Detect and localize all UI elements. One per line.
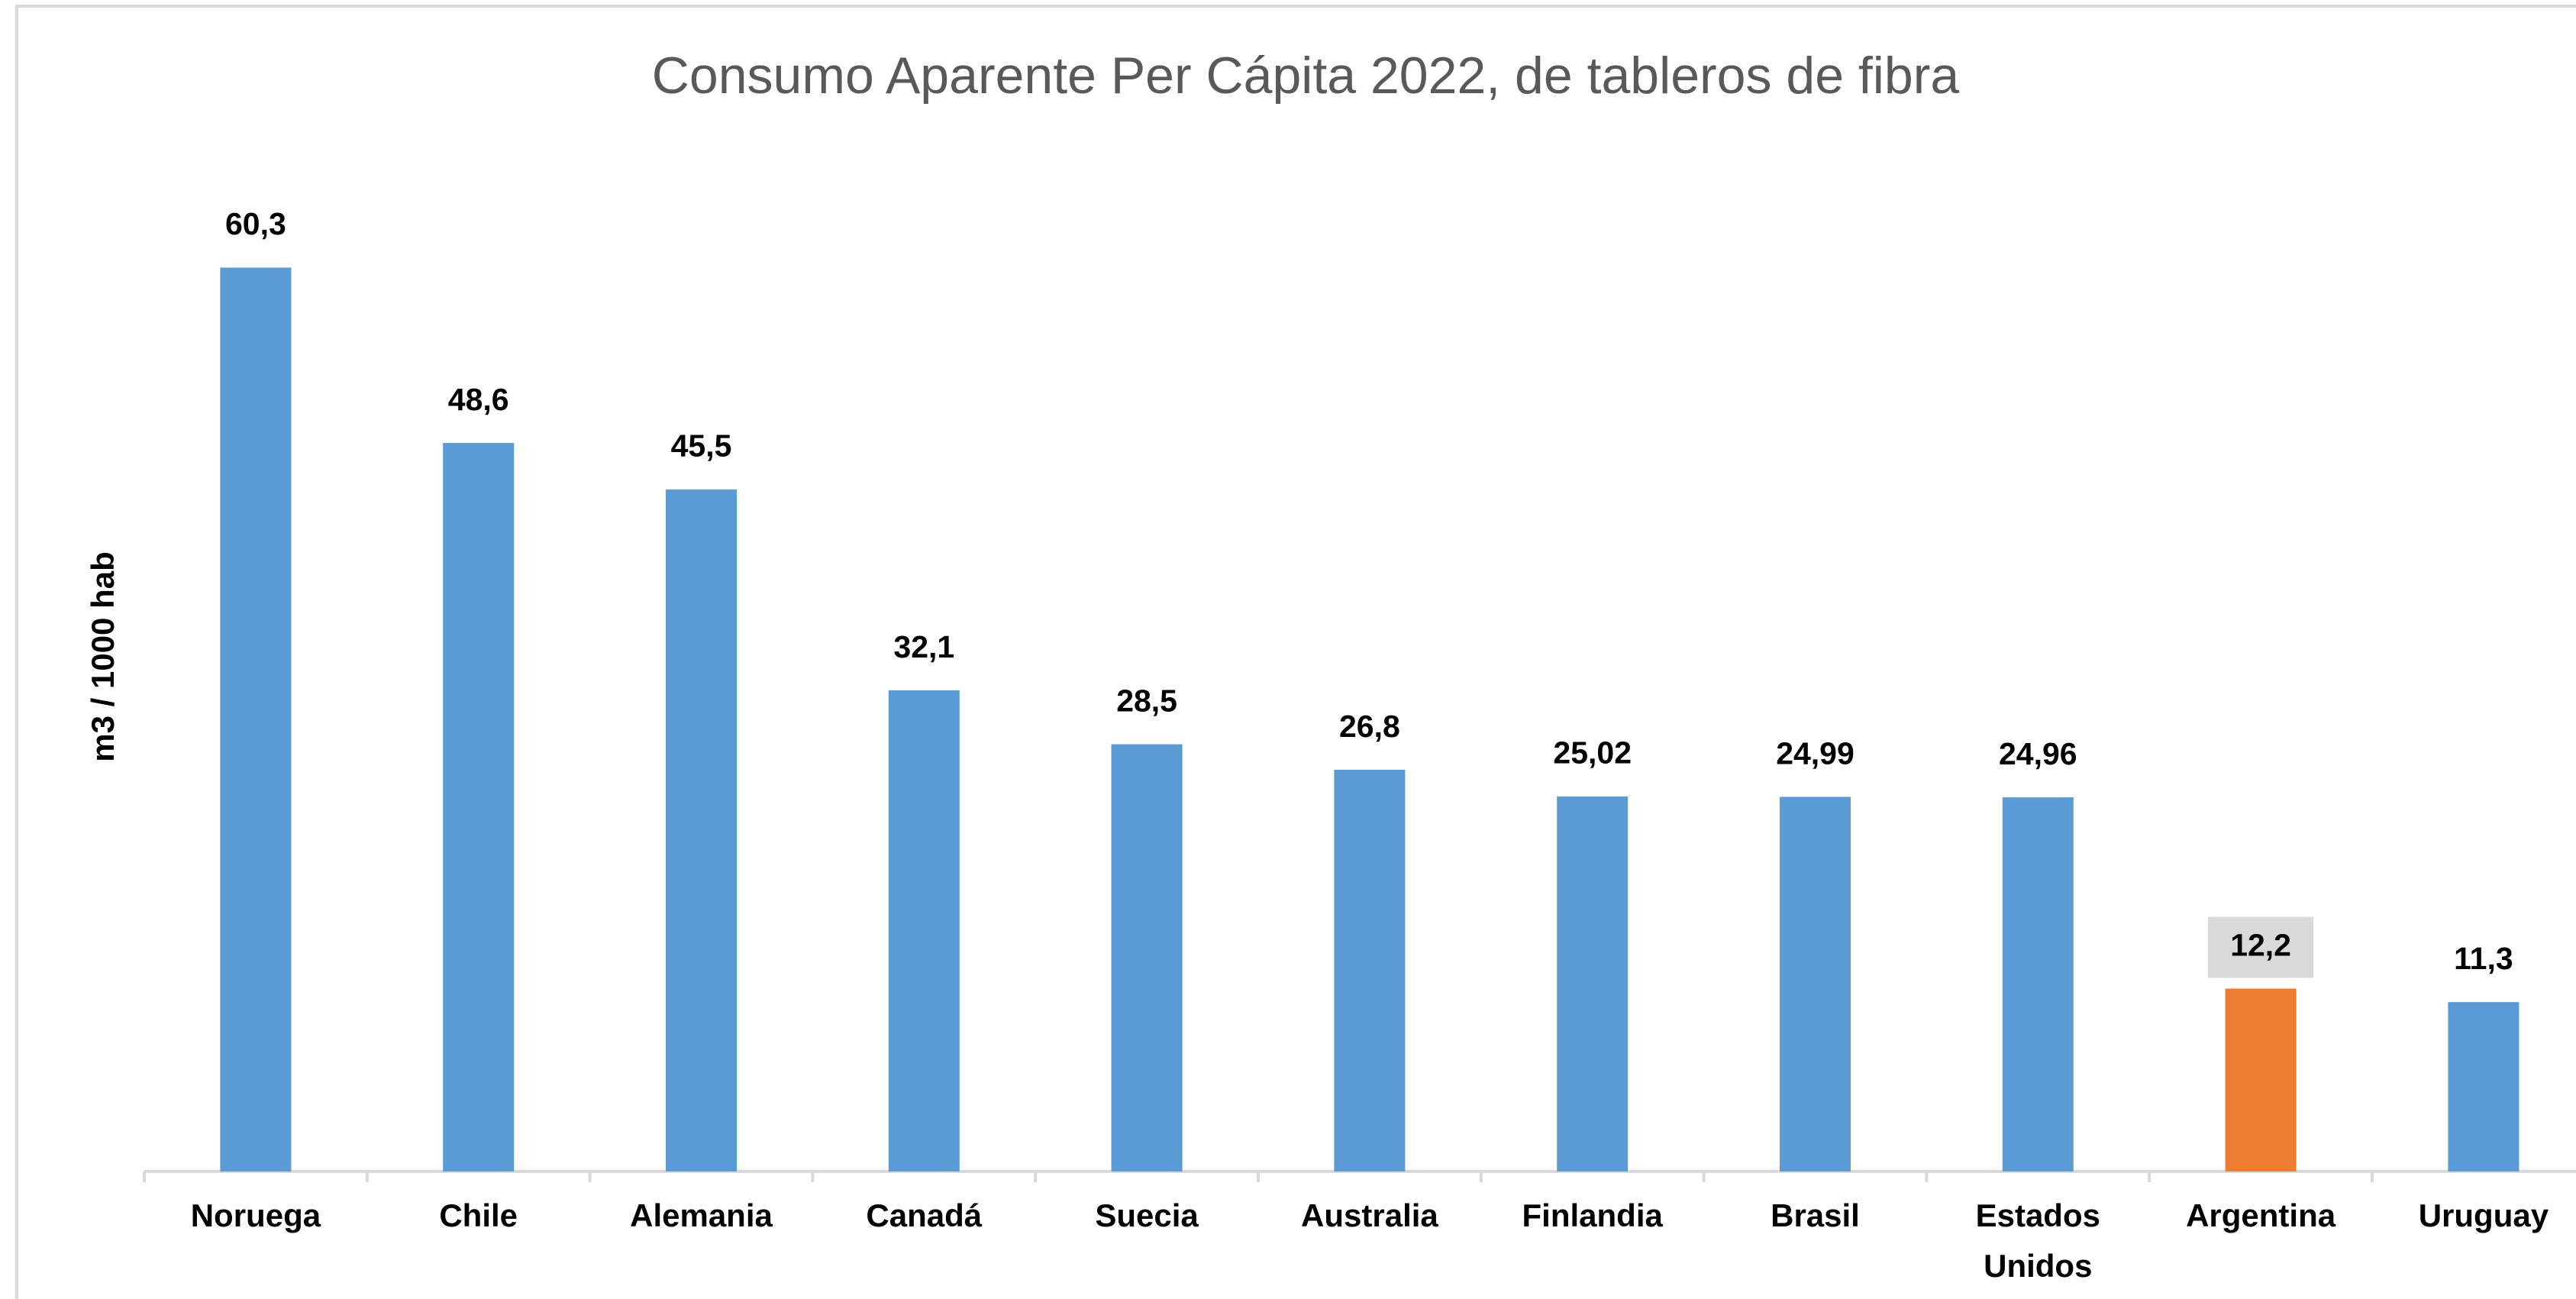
bar bbox=[888, 690, 960, 1171]
bar bbox=[1334, 769, 1406, 1171]
value-label: 26,8 bbox=[1339, 709, 1400, 744]
value-label: 28,5 bbox=[1116, 683, 1177, 718]
chart-title: Consumo Aparente Per Cápita 2022, de tab… bbox=[652, 47, 1960, 105]
chart-frame bbox=[15, 5, 2576, 1299]
x-tick-label: Estados Unidos bbox=[1975, 1197, 2100, 1284]
value-label: 24,99 bbox=[1776, 735, 1855, 771]
value-label: 11,3 bbox=[2454, 941, 2513, 976]
bar bbox=[1557, 796, 1629, 1171]
x-tick-label: Argentina bbox=[2186, 1197, 2336, 1233]
x-tick-label: Brasil bbox=[1771, 1197, 1860, 1233]
value-label: 25,02 bbox=[1553, 735, 1632, 771]
x-tick-label: Chile bbox=[439, 1197, 518, 1233]
bar bbox=[2225, 988, 2297, 1171]
bar bbox=[1111, 744, 1183, 1171]
x-tick-label: Finlandia bbox=[1522, 1197, 1663, 1233]
bar bbox=[666, 489, 737, 1171]
bar bbox=[443, 443, 515, 1171]
value-label: 32,1 bbox=[893, 629, 954, 664]
value-label: 45,5 bbox=[671, 428, 732, 464]
x-tick-label: Uruguay bbox=[2418, 1197, 2549, 1233]
value-label: 24,96 bbox=[1999, 736, 2077, 771]
x-tick-label: Alemania bbox=[630, 1197, 773, 1233]
value-label-box bbox=[2208, 916, 2314, 978]
x-tick-label: Noruega bbox=[190, 1197, 321, 1233]
bar bbox=[1780, 797, 1851, 1171]
x-tick-label: Suecia bbox=[1095, 1197, 1199, 1233]
value-label: 60,3 bbox=[225, 206, 286, 241]
x-tick-label: Canadá bbox=[866, 1197, 983, 1233]
bar bbox=[2448, 1002, 2520, 1171]
bar bbox=[220, 267, 292, 1171]
x-tick-label: Australia bbox=[1301, 1197, 1438, 1233]
y-axis-label: m3 / 1000 hab bbox=[85, 551, 121, 761]
bar bbox=[2002, 797, 2074, 1171]
value-label: 12,2 bbox=[2230, 927, 2291, 962]
value-label: 48,6 bbox=[448, 382, 509, 417]
